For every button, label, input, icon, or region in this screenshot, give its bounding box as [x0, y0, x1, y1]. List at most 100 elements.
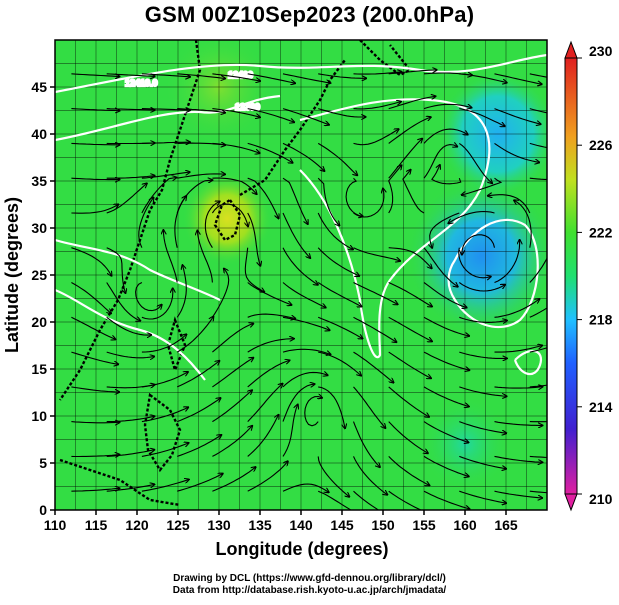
streamline	[353, 490, 380, 510]
streamlines	[71, 70, 547, 510]
streamline	[282, 483, 329, 492]
streamline	[71, 351, 118, 364]
streamline	[353, 129, 399, 146]
y-tick-label: 5	[39, 455, 47, 471]
streamline	[141, 289, 173, 320]
y-axis-title: Latitude (degrees)	[2, 197, 22, 353]
streamline	[458, 282, 505, 292]
streamline	[317, 212, 353, 249]
streamline	[388, 281, 432, 307]
streamline	[353, 282, 398, 305]
streamline	[212, 73, 260, 81]
streamline	[247, 177, 279, 218]
streamline	[318, 73, 366, 79]
streamline	[138, 198, 154, 248]
streamline	[494, 346, 543, 353]
streamline	[317, 456, 349, 496]
streamline	[247, 282, 292, 305]
streamline	[353, 351, 394, 382]
x-tick-label: 135	[248, 517, 272, 533]
coast-mainland	[59, 40, 202, 401]
streamline	[71, 488, 119, 492]
streamline	[71, 455, 119, 457]
streamline	[106, 351, 154, 358]
streamline	[494, 455, 543, 462]
contour-label: 12400	[228, 70, 253, 80]
streamline	[282, 73, 330, 83]
streamline	[423, 421, 468, 443]
streamline	[529, 108, 547, 114]
streamline	[106, 282, 140, 321]
streamline	[176, 317, 213, 353]
y-axis-ticks: 0 5 10 15 20 25 30 35 40 45	[31, 79, 55, 518]
streamline	[141, 443, 189, 457]
y-tick-label: 25	[31, 267, 47, 283]
streamline	[212, 467, 255, 492]
streamline	[459, 490, 506, 503]
streamline	[353, 386, 386, 428]
y-tick-label: 35	[31, 173, 47, 189]
streamline	[141, 73, 190, 77]
streamline	[353, 72, 402, 74]
colorbar-tick-label: 222	[589, 224, 613, 240]
streamline	[71, 247, 111, 276]
streamline	[176, 265, 187, 318]
streamline	[247, 73, 295, 83]
streamline	[423, 490, 469, 509]
streamline	[318, 351, 361, 375]
streamline	[317, 282, 361, 307]
x-tick-label: 120	[125, 517, 149, 533]
y-tick-label: 30	[31, 220, 47, 236]
y-tick-label: 20	[31, 314, 47, 330]
streamline	[423, 351, 469, 370]
streamline	[459, 455, 506, 468]
streamline	[459, 73, 506, 83]
streamline	[282, 405, 298, 457]
streamline	[247, 360, 290, 388]
streamline	[71, 282, 111, 314]
streamline	[141, 142, 190, 143]
streamline	[458, 142, 492, 183]
streamline	[459, 351, 506, 358]
streamline	[212, 108, 259, 118]
streamline	[177, 174, 225, 179]
streamline	[177, 474, 222, 492]
streamline	[459, 386, 506, 396]
streamline	[282, 348, 330, 354]
streamline	[141, 334, 186, 353]
streamline	[317, 177, 339, 225]
colorbar-tick-label: 230	[589, 43, 613, 59]
x-tick-label: 115	[85, 517, 108, 533]
streamline	[529, 177, 547, 181]
grid-lines	[55, 40, 547, 510]
streamline	[71, 386, 119, 392]
streamline	[282, 108, 329, 125]
streamline	[494, 240, 520, 284]
streamline	[529, 307, 547, 318]
colorbar-tick-label: 210	[589, 491, 613, 507]
field-feature-warm	[182, 171, 273, 266]
y-tick-label: 10	[31, 408, 47, 424]
streamline	[106, 316, 151, 335]
credit-line-1: Drawing by DCL (https://www.gfd-dennou.o…	[173, 573, 446, 584]
streamline	[212, 426, 252, 457]
streamline	[141, 178, 176, 214]
streamline	[514, 200, 532, 248]
streamline	[106, 484, 155, 492]
streamline	[494, 387, 543, 388]
x-tick-label: 140	[289, 517, 313, 533]
streamline	[459, 316, 506, 322]
streamline	[247, 415, 279, 457]
streamline	[423, 145, 457, 179]
streamline	[247, 461, 288, 492]
coast-philippines	[143, 392, 182, 473]
streamline	[423, 455, 469, 476]
streamline	[462, 234, 496, 255]
streamline	[141, 172, 190, 179]
streamline	[176, 180, 212, 214]
contour-label: 12410.0	[125, 78, 158, 88]
streamline	[177, 435, 221, 457]
streamline	[177, 73, 225, 79]
streamline	[529, 347, 547, 353]
